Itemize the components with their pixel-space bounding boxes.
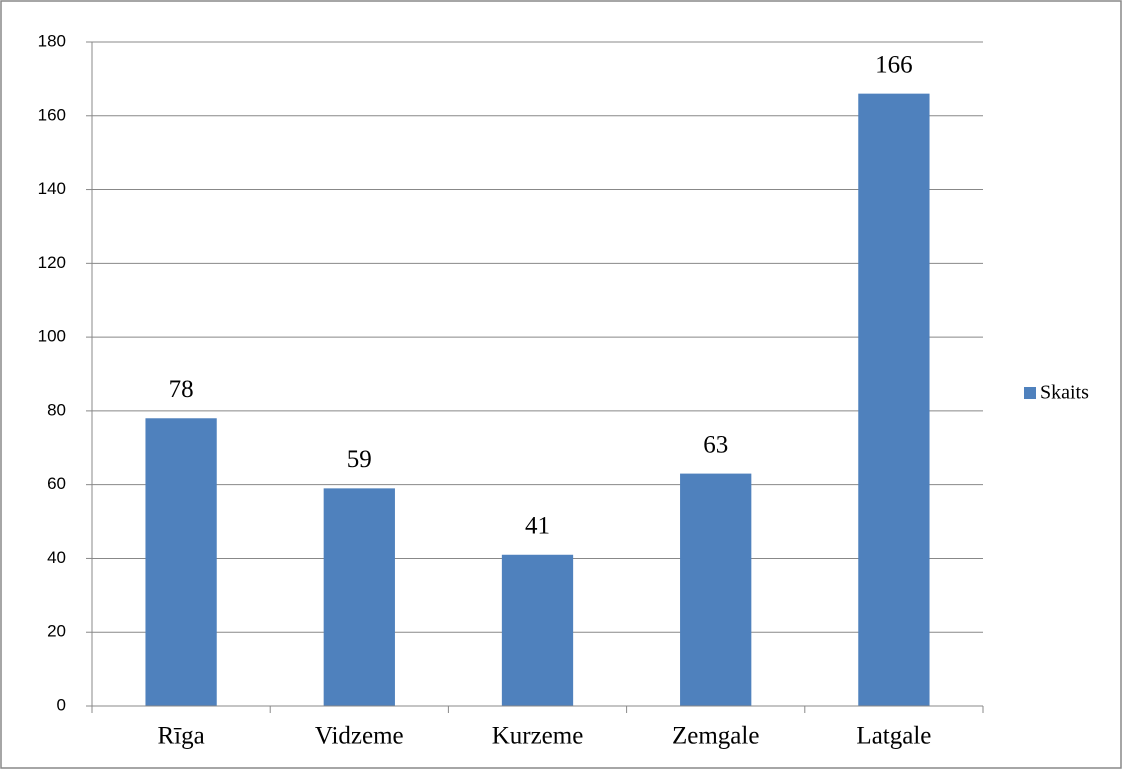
y-tick-label: 0	[57, 695, 66, 714]
legend-swatch	[1024, 387, 1036, 399]
legend-label: Skaits	[1040, 382, 1089, 404]
bar	[858, 93, 930, 706]
bar	[501, 554, 574, 706]
data-label: 166	[875, 51, 913, 78]
x-tick-label: Latgale	[856, 723, 931, 750]
data-label: 59	[347, 446, 372, 473]
x-tick-label: Vidzeme	[315, 723, 404, 750]
bar	[680, 473, 752, 706]
y-tick-label: 100	[38, 327, 66, 346]
y-tick-label: 60	[47, 474, 66, 493]
bar	[145, 418, 217, 706]
data-label: 78	[169, 376, 194, 403]
x-tick-label: Zemgale	[672, 723, 759, 750]
y-tick-label: 160	[38, 105, 66, 124]
y-tick-label: 80	[47, 400, 66, 419]
bar	[323, 488, 395, 706]
y-tick-label: 120	[38, 253, 66, 272]
x-tick-label: Kurzeme	[492, 723, 584, 750]
x-tick-label: Rīga	[157, 723, 204, 750]
y-tick-label: 20	[47, 622, 66, 641]
y-tick-label: 40	[47, 548, 66, 567]
y-tick-label: 180	[38, 31, 66, 50]
data-label: 63	[703, 431, 728, 458]
data-label: 41	[525, 512, 550, 539]
y-tick-label: 140	[38, 179, 66, 198]
